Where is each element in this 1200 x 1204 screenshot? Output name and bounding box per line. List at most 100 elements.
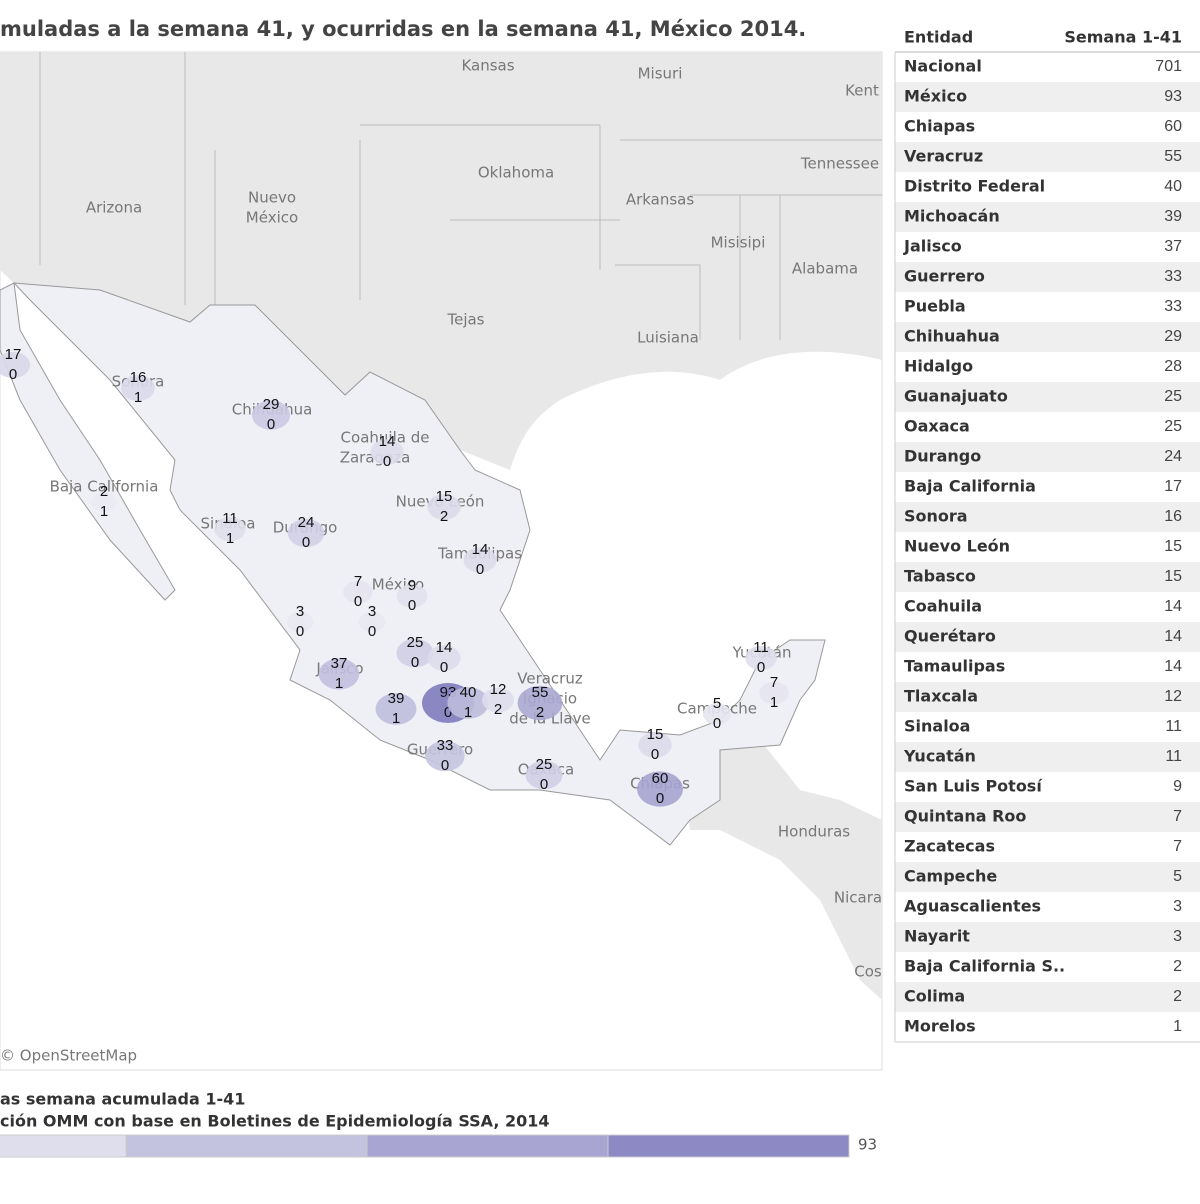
count: 3: [1173, 928, 1182, 945]
entity: Veracruz: [904, 147, 983, 166]
entity: Nacional: [904, 57, 982, 76]
entity: Baja California S..: [904, 957, 1065, 976]
entity: Oaxaca: [904, 417, 970, 436]
state-week: 2: [536, 704, 544, 721]
count: 1: [1173, 1018, 1182, 1035]
state-week: 0: [441, 757, 449, 774]
place-name: Alabama: [792, 260, 858, 278]
row-stripe: [895, 922, 1200, 952]
count: 12: [1164, 688, 1182, 705]
place-name: Oklahoma: [478, 164, 554, 182]
state-week: 0: [440, 659, 448, 676]
state-total: 11: [753, 639, 769, 656]
legend-step: [125, 1134, 368, 1158]
legend-max: 93: [858, 1136, 877, 1154]
state-fill: [286, 611, 314, 633]
place-name: Veracruz: [517, 670, 583, 688]
us-borders: [39, 52, 882, 340]
state-week: 0: [476, 561, 484, 578]
state-fill: [251, 400, 291, 430]
state-total: 7: [354, 573, 362, 590]
place-name: Nicara: [834, 889, 882, 907]
state-total: 2: [100, 483, 108, 500]
row-stripe: [895, 982, 1200, 1012]
state-week: 0: [354, 593, 362, 610]
state-total: 29: [263, 396, 280, 413]
state-fill: [637, 771, 683, 807]
entity: Distrito Federal: [904, 177, 1045, 196]
title: muladas a la semana 41, y ocurridas en l…: [0, 17, 806, 41]
entity: Puebla: [904, 297, 966, 316]
row-stripe: [895, 82, 1200, 112]
state-fill: [214, 516, 246, 542]
place-name: Coahuila de: [341, 429, 430, 447]
count: 15: [1164, 568, 1182, 585]
place-name: Honduras: [778, 823, 850, 841]
state-total: 60: [652, 770, 669, 787]
state-week: 0: [368, 623, 376, 640]
row-stripe: [895, 682, 1200, 712]
state-fill: [427, 645, 461, 671]
state-fill: [0, 351, 31, 379]
baja-outline: [0, 282, 176, 601]
state-fill: [91, 492, 117, 512]
state-total: 15: [436, 488, 453, 505]
count: 14: [1164, 628, 1182, 645]
entity: Guerrero: [904, 267, 985, 286]
state-fill: [396, 638, 434, 668]
state-total: 14: [436, 639, 453, 656]
count: 60: [1164, 118, 1182, 135]
entity: Chihuahua: [904, 327, 1000, 346]
state-week: 0: [540, 776, 548, 793]
entity: Quintana Roo: [904, 807, 1026, 826]
place-name: Nuevo: [248, 189, 296, 207]
state-fill: [396, 584, 428, 608]
state-week: 1: [335, 675, 343, 692]
place-name: Tejas: [446, 311, 484, 329]
state-fill: [745, 645, 777, 671]
entity: San Luis Potosí: [904, 777, 1043, 796]
entity: Yucatán: [903, 747, 976, 766]
count: 39: [1164, 208, 1182, 225]
state-total: 17: [5, 346, 22, 363]
state-week: 0: [651, 746, 659, 763]
table-header: Entidad: [904, 28, 973, 47]
us-land: [0, 52, 882, 470]
state-week: 0: [296, 623, 304, 640]
entity: Chiapas: [904, 117, 975, 136]
state-fill: [517, 685, 563, 721]
entity: México: [904, 87, 967, 106]
row-stripe: [895, 382, 1200, 412]
place-name: México: [246, 209, 298, 227]
state-total: 24: [298, 514, 315, 531]
state-total: 12: [490, 681, 507, 698]
count: 33: [1164, 298, 1182, 315]
entity: Durango: [904, 447, 981, 466]
state-total: 14: [472, 541, 489, 558]
state-total: 39: [388, 690, 405, 707]
count: 24: [1164, 448, 1182, 465]
state-week: 0: [411, 654, 419, 671]
state-week: 0: [383, 453, 391, 470]
place-name: Cos: [854, 963, 882, 981]
entity: Nuevo León: [904, 537, 1010, 556]
entity: Campeche: [904, 867, 997, 886]
count: 7: [1173, 838, 1182, 855]
state-total: 7: [770, 674, 778, 691]
count: 93: [1164, 88, 1182, 105]
legend-step: [607, 1134, 850, 1158]
state-total: 33: [437, 737, 454, 754]
entity: Tamaulipas: [904, 657, 1005, 676]
legend-step: [0, 1134, 127, 1158]
entity: Baja California: [904, 477, 1036, 496]
entity: Nayarit: [904, 927, 970, 946]
row-stripe: [895, 802, 1200, 832]
row-stripe: [895, 502, 1200, 532]
count: 29: [1164, 328, 1182, 345]
row-stripe: [895, 742, 1200, 772]
state-total: 15: [647, 726, 664, 743]
state-week: 1: [392, 710, 400, 727]
attribution: © OpenStreetMap: [0, 1047, 137, 1065]
state-week: 2: [494, 701, 502, 718]
